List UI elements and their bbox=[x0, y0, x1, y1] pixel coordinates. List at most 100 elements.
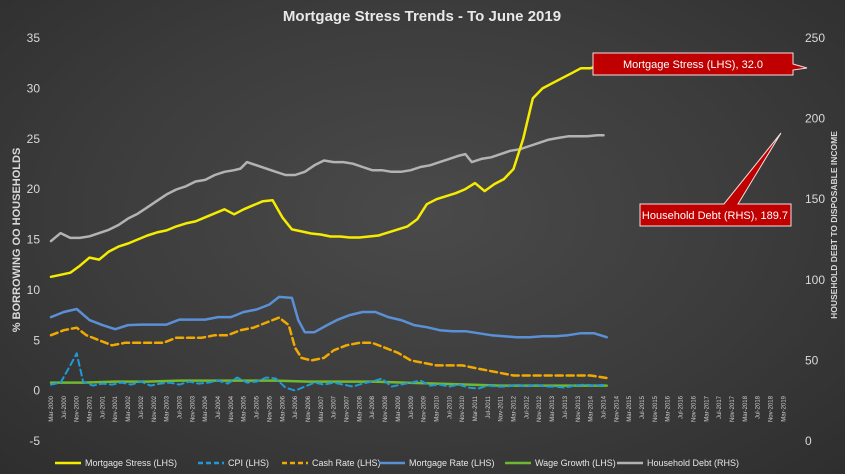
x-tick-label: Jul-2008 bbox=[370, 395, 376, 419]
x-tick-label: Mar-2005 bbox=[242, 395, 248, 421]
legend: Mortgage Stress (LHS) CPI (LHS) Cash Rate … bbox=[55, 458, 739, 468]
x-tick-label: Nov-2006 bbox=[306, 395, 312, 422]
left-axis-label: % BORROWING OO HOUSEHOLDS bbox=[11, 148, 23, 333]
x-tick-label: Nov-2003 bbox=[190, 395, 196, 422]
x-tick-label: Mar-2002 bbox=[126, 395, 132, 421]
x-tick-label: Jul-2014 bbox=[601, 395, 607, 419]
series-line-cpi-lhs bbox=[50, 352, 608, 392]
callout-mortgage-stress-text: Mortgage Stress (LHS), 32.0 bbox=[623, 59, 763, 71]
x-tick-label: Mar-2000 bbox=[49, 395, 55, 421]
right-tick-label: 0 bbox=[805, 434, 812, 448]
x-tick-label: Jul-2002 bbox=[139, 395, 145, 419]
series-line-cash-rate-lhs bbox=[49, 316, 608, 380]
x-tick-label: Mar-2006 bbox=[280, 395, 286, 421]
x-tick-label: Mar-2017 bbox=[704, 395, 710, 421]
x-tick-label: Jul-2006 bbox=[293, 395, 299, 419]
x-tick-label: Nov-2013 bbox=[576, 395, 582, 422]
series-layer bbox=[49, 63, 608, 392]
callout-household-debt: Household Debt (RHS), 189.7 bbox=[639, 132, 792, 227]
x-tick-label: Nov-2016 bbox=[691, 395, 697, 422]
left-tick-label: 15 bbox=[27, 233, 41, 247]
legend-item-label: Mortgage Stress (LHS) bbox=[85, 458, 177, 468]
x-tick-label: Jul-2003 bbox=[177, 395, 183, 419]
x-tick-label: Mar-2018 bbox=[743, 395, 749, 421]
x-tick-label: Jul-2005 bbox=[255, 395, 261, 419]
x-tick-label: Nov-2011 bbox=[499, 395, 505, 421]
chart-title: Mortgage Stress Trends - To June 2019 bbox=[283, 8, 561, 25]
right-tick-label: 200 bbox=[805, 112, 825, 126]
x-tick-label: Nov-2012 bbox=[537, 395, 543, 422]
x-tick-label: Mar-2008 bbox=[357, 395, 363, 421]
x-tick-label: Mar-2012 bbox=[512, 395, 518, 421]
legend-item-label: Wage Growth (LHS) bbox=[535, 458, 616, 468]
x-tick-label: Mar-2014 bbox=[589, 395, 595, 421]
legend-item-label: Cash Rate (LHS) bbox=[312, 458, 381, 468]
x-tick-label: Nov-2008 bbox=[383, 395, 389, 422]
left-tick-label: 35 bbox=[27, 31, 41, 45]
x-tick-label: Jul-2007 bbox=[332, 395, 338, 419]
right-tick-label: 150 bbox=[805, 192, 825, 206]
legend-item-label: Household Debt (RHS) bbox=[647, 458, 739, 468]
callout-household-debt-text: Household Debt (RHS), 189.7 bbox=[642, 210, 788, 222]
x-tick-label: Jul-2000 bbox=[62, 395, 68, 419]
x-tick-label: Jul-2012 bbox=[524, 395, 530, 419]
x-tick-label: Jul-2001 bbox=[100, 395, 106, 419]
x-tick-label: Nov-2009 bbox=[422, 395, 428, 422]
legend-item-label: Mortgage Rate (LHS) bbox=[409, 458, 495, 468]
x-tick-label: Mar-2007 bbox=[319, 395, 325, 421]
x-tick-label: Mar-2010 bbox=[434, 395, 440, 421]
callout-mortgage-stress: Mortgage Stress (LHS), 32.0 bbox=[592, 52, 808, 76]
x-tick-label: Jul-2017 bbox=[717, 395, 723, 419]
x-tick-label: Mar-2003 bbox=[165, 395, 171, 421]
x-tick-label: Jul-2015 bbox=[640, 395, 646, 419]
x-tick-label: Mar-2019 bbox=[781, 395, 787, 421]
right-tick-label: 250 bbox=[805, 31, 825, 45]
x-tick-label: Nov-2001 bbox=[113, 395, 119, 422]
x-tick-label: Jul-2018 bbox=[756, 395, 762, 419]
left-tick-label: 0 bbox=[33, 384, 40, 398]
series-line-mortgage-rate-lhs bbox=[49, 295, 608, 339]
x-tick-label: Nov-2017 bbox=[730, 395, 736, 422]
callout-mortgage-stress-box bbox=[592, 52, 808, 76]
x-tick-label: Jul-2011 bbox=[486, 395, 492, 418]
x-tick-label: Nov-2014 bbox=[614, 395, 620, 422]
x-tick-label: Nov-2002 bbox=[152, 395, 158, 422]
x-tick-label: Jul-2013 bbox=[563, 395, 569, 419]
x-tick-label: Mar-2015 bbox=[627, 395, 633, 421]
x-tick-label: Mar-2011 bbox=[473, 395, 479, 421]
x-tick-label: Nov-2015 bbox=[653, 395, 659, 422]
x-tick-label: Mar-2013 bbox=[550, 395, 556, 421]
x-tick-label: Mar-2004 bbox=[203, 395, 209, 421]
right-tick-label: 100 bbox=[805, 273, 825, 287]
x-tick-label: Nov-2005 bbox=[267, 395, 273, 422]
x-tick-label: Mar-2009 bbox=[396, 395, 402, 421]
left-tick-label: -5 bbox=[29, 434, 40, 448]
callout-household-debt-box bbox=[639, 132, 792, 227]
x-tick-label: Nov-2018 bbox=[769, 395, 775, 422]
x-tick-label: Mar-2001 bbox=[88, 395, 94, 421]
left-axis-ticks: -5 0 5 10 15 20 25 30 35 bbox=[27, 31, 41, 448]
x-tick-label: Jul-2004 bbox=[216, 395, 222, 419]
x-axis-ticks: Mar-2000 Jul-2000 Nov-2000 Mar-2001 Jul-2001… bbox=[49, 395, 787, 422]
left-tick-label: 10 bbox=[27, 283, 41, 297]
left-tick-label: 30 bbox=[27, 81, 41, 95]
x-tick-label: Jul-2010 bbox=[447, 395, 453, 419]
right-axis-ticks: 0 50 100 150 200 250 bbox=[805, 31, 825, 448]
right-tick-label: 50 bbox=[805, 353, 819, 367]
x-tick-label: Jul-2016 bbox=[679, 395, 685, 419]
series-line-mortgage-stress-lhs bbox=[49, 63, 608, 279]
series-line-household-debt-rhs bbox=[49, 133, 605, 243]
x-tick-label: Nov-2000 bbox=[75, 395, 81, 422]
right-axis-label: HOUSEHOLD DEBT TO DISPOSABLE INCOME bbox=[829, 131, 839, 319]
x-tick-label: Mar-2016 bbox=[666, 395, 672, 421]
x-tick-label: Nov-2010 bbox=[460, 395, 466, 422]
left-tick-label: 5 bbox=[33, 333, 40, 347]
left-tick-label: 20 bbox=[27, 182, 41, 196]
left-tick-label: 25 bbox=[27, 132, 41, 146]
x-tick-label: Nov-2007 bbox=[345, 395, 351, 422]
x-tick-label: Jul-2009 bbox=[409, 395, 415, 419]
x-tick-label: Nov-2004 bbox=[229, 395, 235, 422]
legend-item-label: CPI (LHS) bbox=[228, 458, 269, 468]
